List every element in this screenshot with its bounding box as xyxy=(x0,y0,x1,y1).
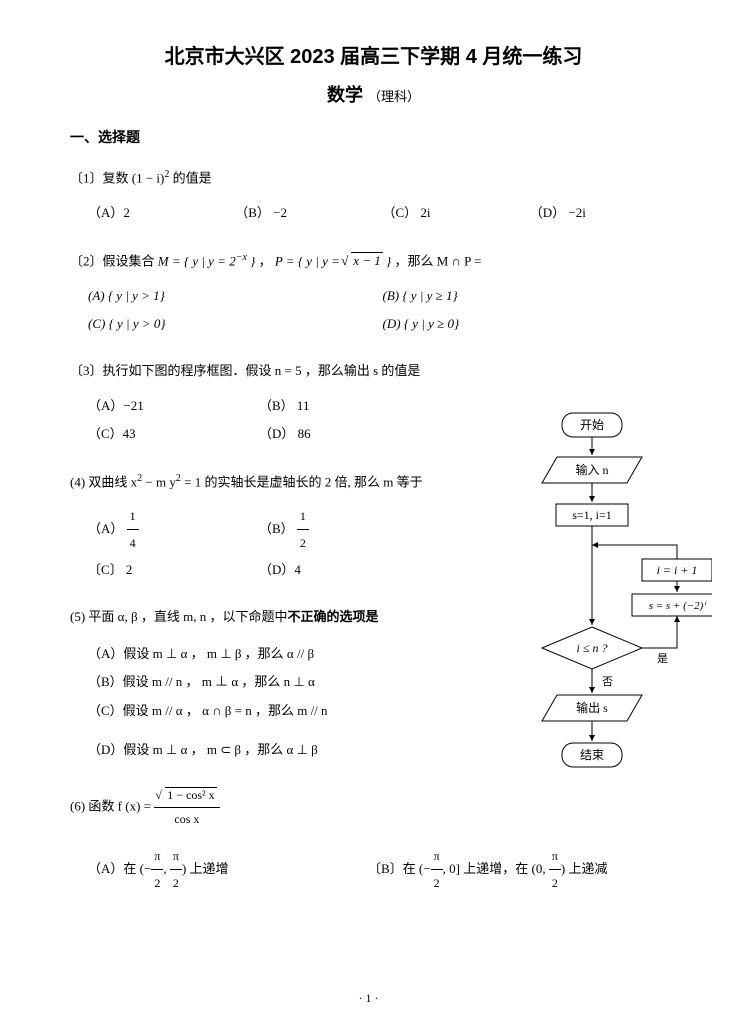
q1-option-c: （C） 2i xyxy=(383,199,530,228)
q6-b-mid: , 0] 上递增，在 (0, xyxy=(443,861,549,876)
q5-option-d: （D）假设 m ⊥ α ， m ⊂ β ，那么 α ⊥ β xyxy=(88,736,430,765)
q6-a-n1: π xyxy=(151,843,163,870)
q4-mid: − m y xyxy=(142,474,176,489)
q6-num: 1 − cos² x xyxy=(154,784,219,808)
question-2: 〔2〕假设集合 M = { y | y = 2−x } ， P = { y | … xyxy=(70,248,677,339)
exam-subject: 数学 （理科） xyxy=(70,81,677,107)
subject-note: （理科） xyxy=(368,89,420,104)
q1-option-b: （B） −2 xyxy=(235,199,382,228)
q2-P-rad: x − 1 xyxy=(351,252,383,268)
page-footer: · 1 · xyxy=(0,991,737,1006)
q6-a-post: ) 上递增 xyxy=(182,861,229,876)
q1-stem-pre: 〔1〕复数 (1 − i) xyxy=(70,170,164,185)
svg-text:i = i + 1: i = i + 1 xyxy=(657,563,698,577)
q2-P-pre: P = { y | y = xyxy=(275,253,343,268)
q1-stem-post: 的值是 xyxy=(169,170,211,185)
svg-text:s=1, i=1: s=1, i=1 xyxy=(572,508,612,522)
q5-stem-pre: (5) 平面 α, β ，直线 m, n ，以下命题中 xyxy=(70,609,287,624)
q2-option-c: (C) { y | y > 0} xyxy=(88,310,383,339)
question-3: 〔3〕执行如下图的程序框图．假设 n = 5 ，那么输出 s 的值是 （A）−2… xyxy=(70,359,430,449)
svg-text:输入 n: 输入 n xyxy=(575,462,608,477)
question-4: (4) 双曲线 x2 − m y2 = 1 的实轴长是虚轴长的 2 倍, 那么 … xyxy=(70,469,430,585)
q6-option-b: 〔B〕在 (−π2, 0] 上递增，在 (0, π2) 上递减 xyxy=(368,843,668,897)
q2-tail: ，那么 M ∩ P = xyxy=(394,253,481,268)
q5-bold: 不正确的选项是 xyxy=(287,609,378,624)
section-header: 一、选择题 xyxy=(70,127,677,147)
q6-rad: 1 − cos² x xyxy=(165,787,216,802)
q2-M-exp: −x xyxy=(236,252,247,263)
q2-option-a: (A) { y | y > 1} xyxy=(88,282,383,311)
flowchart-svg: 开始 输入 n s=1, i=1 i = i + 1 s = s + (−2)ⁱ… xyxy=(492,410,712,790)
q5-option-c: （C）假设 m // α ， α ∩ β = n ，那么 m // n xyxy=(88,697,430,726)
q6-b-n1: π xyxy=(431,843,443,870)
q4-b-num: 1 xyxy=(297,503,309,530)
subject-text: 数学 xyxy=(327,85,363,105)
q6-b-post: ) 上递减 xyxy=(561,861,608,876)
q4-a-num: 1 xyxy=(127,503,139,530)
q4-post: = 1 的实轴长是虚轴长的 2 倍, 那么 m 等于 xyxy=(181,474,423,489)
q3-option-c: （C）43 xyxy=(88,420,259,449)
question-5: (5) 平面 α, β ，直线 m, n ，以下命题中不正确的选项是 （A）假设… xyxy=(70,605,430,764)
q4-pre: (4) 双曲线 x xyxy=(70,474,137,489)
q6-pre: (6) 函数 f (x) = xyxy=(70,798,154,813)
q6-b-d1: 2 xyxy=(431,870,443,896)
question-6: (6) 函数 f (x) = 1 − cos² x cos x （A）在 (−π… xyxy=(70,784,677,896)
q3-option-a: （A）−21 xyxy=(88,392,259,421)
q2-stem-pre: 〔2〕假设集合 xyxy=(70,253,158,268)
q6-a-pre: （A）在 (− xyxy=(88,861,151,876)
q3-option-d: （D） 86 xyxy=(259,420,430,449)
q4-a-label: （A） xyxy=(88,521,123,536)
q4-option-d: （D）4 xyxy=(259,556,430,585)
svg-text:开始: 开始 xyxy=(580,418,604,432)
svg-text:输出 s: 输出 s xyxy=(576,700,608,715)
q6-a-n2: π xyxy=(170,843,182,870)
q2-M: M = { y | y = 2 xyxy=(158,253,236,268)
q6-b-pre: 〔B〕在 (− xyxy=(368,861,431,876)
q3-option-b: （B） 11 xyxy=(259,392,430,421)
q4-a-den: 4 xyxy=(127,530,139,556)
svg-text:结束: 结束 xyxy=(580,748,604,762)
exam-title: 北京市大兴区 2023 届高三下学期 4 月统一练习 xyxy=(70,40,677,69)
q2-option-b: (B) { y | y ≥ 1} xyxy=(383,282,678,311)
q2-M-post: } xyxy=(247,253,255,268)
q6-option-a: （A）在 (−π2, π2) 上递增 xyxy=(88,843,368,897)
q4-b-label: （B） xyxy=(259,521,294,536)
q6-b-n2: π xyxy=(549,843,561,870)
svg-text:s = s + (−2)ⁱ: s = s + (−2)ⁱ xyxy=(649,600,708,612)
q6-a-d1: 2 xyxy=(151,870,163,896)
svg-text:i ≤ n ?: i ≤ n ? xyxy=(577,641,608,655)
q5-option-b: （B）假设 m // n ， m ⊥ α ，那么 n ⊥ α xyxy=(88,668,430,697)
q6-a-d2: 2 xyxy=(170,870,182,896)
question-1: 〔1〕复数 (1 − i)2 的值是 （A）2 （B） −2 （C） 2i （D… xyxy=(70,165,677,228)
q1-option-a: （A）2 xyxy=(88,199,235,228)
q4-option-a: （A） 14 xyxy=(88,503,259,557)
q4-option-b: （B） 12 xyxy=(259,503,430,557)
flowchart: 开始 输入 n s=1, i=1 i = i + 1 s = s + (−2)ⁱ… xyxy=(492,410,692,795)
q1-option-d: （D） −2i xyxy=(530,199,677,228)
q5-option-a: （A）假设 m ⊥ α ， m ⊥ β ，那么 α // β xyxy=(88,640,430,669)
q4-option-c: 〔C〕 2 xyxy=(88,556,259,585)
q2-P-post: } xyxy=(383,253,391,268)
q6-den: cos x xyxy=(154,808,219,831)
q4-b-den: 2 xyxy=(297,530,309,556)
svg-text:否: 否 xyxy=(602,676,613,688)
q3-stem: 〔3〕执行如下图的程序框图．假设 n = 5 ，那么输出 s 的值是 xyxy=(70,363,420,378)
q2-sep: ， xyxy=(259,253,275,268)
q2-option-d: (D) { y | y ≥ 0} xyxy=(383,310,678,339)
svg-text:是: 是 xyxy=(657,652,668,665)
q6-b-d2: 2 xyxy=(549,870,561,896)
